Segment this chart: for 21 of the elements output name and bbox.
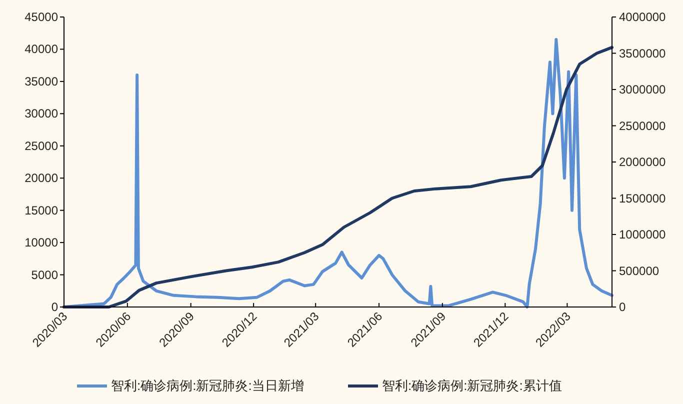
y2-tick-label: 3500000 xyxy=(619,46,666,60)
y-tick-label: 20000 xyxy=(24,171,58,186)
y2-tick-label: 3000000 xyxy=(619,82,666,96)
y-tick-label: 45000 xyxy=(24,10,58,24)
y-tick-label: 40000 xyxy=(24,42,58,56)
y-tick-label: 30000 xyxy=(24,106,58,121)
y-tick-label: 0 xyxy=(51,300,58,314)
y2-tick-label: 1000000 xyxy=(619,228,666,242)
y2-tick-label: 2000000 xyxy=(619,155,666,169)
y-tick-label: 15000 xyxy=(24,203,58,218)
y-tick-label: 35000 xyxy=(24,74,58,88)
y2-tick-label: 0 xyxy=(619,300,626,314)
y-tick-label: 5000 xyxy=(31,268,58,282)
legend-label: 智利:确诊病例:新冠肺炎:累计值 xyxy=(382,378,562,393)
y-tick-label: 10000 xyxy=(24,236,58,250)
y2-tick-label: 500000 xyxy=(619,264,660,278)
y-tick-label: 25000 xyxy=(24,138,58,153)
y2-tick-label: 2500000 xyxy=(619,118,666,133)
y2-tick-label: 4000000 xyxy=(619,10,666,24)
y2-tick-label: 1500000 xyxy=(619,191,666,206)
legend-label: 智利:确诊病例:新冠肺炎:当日新增 xyxy=(111,378,304,393)
